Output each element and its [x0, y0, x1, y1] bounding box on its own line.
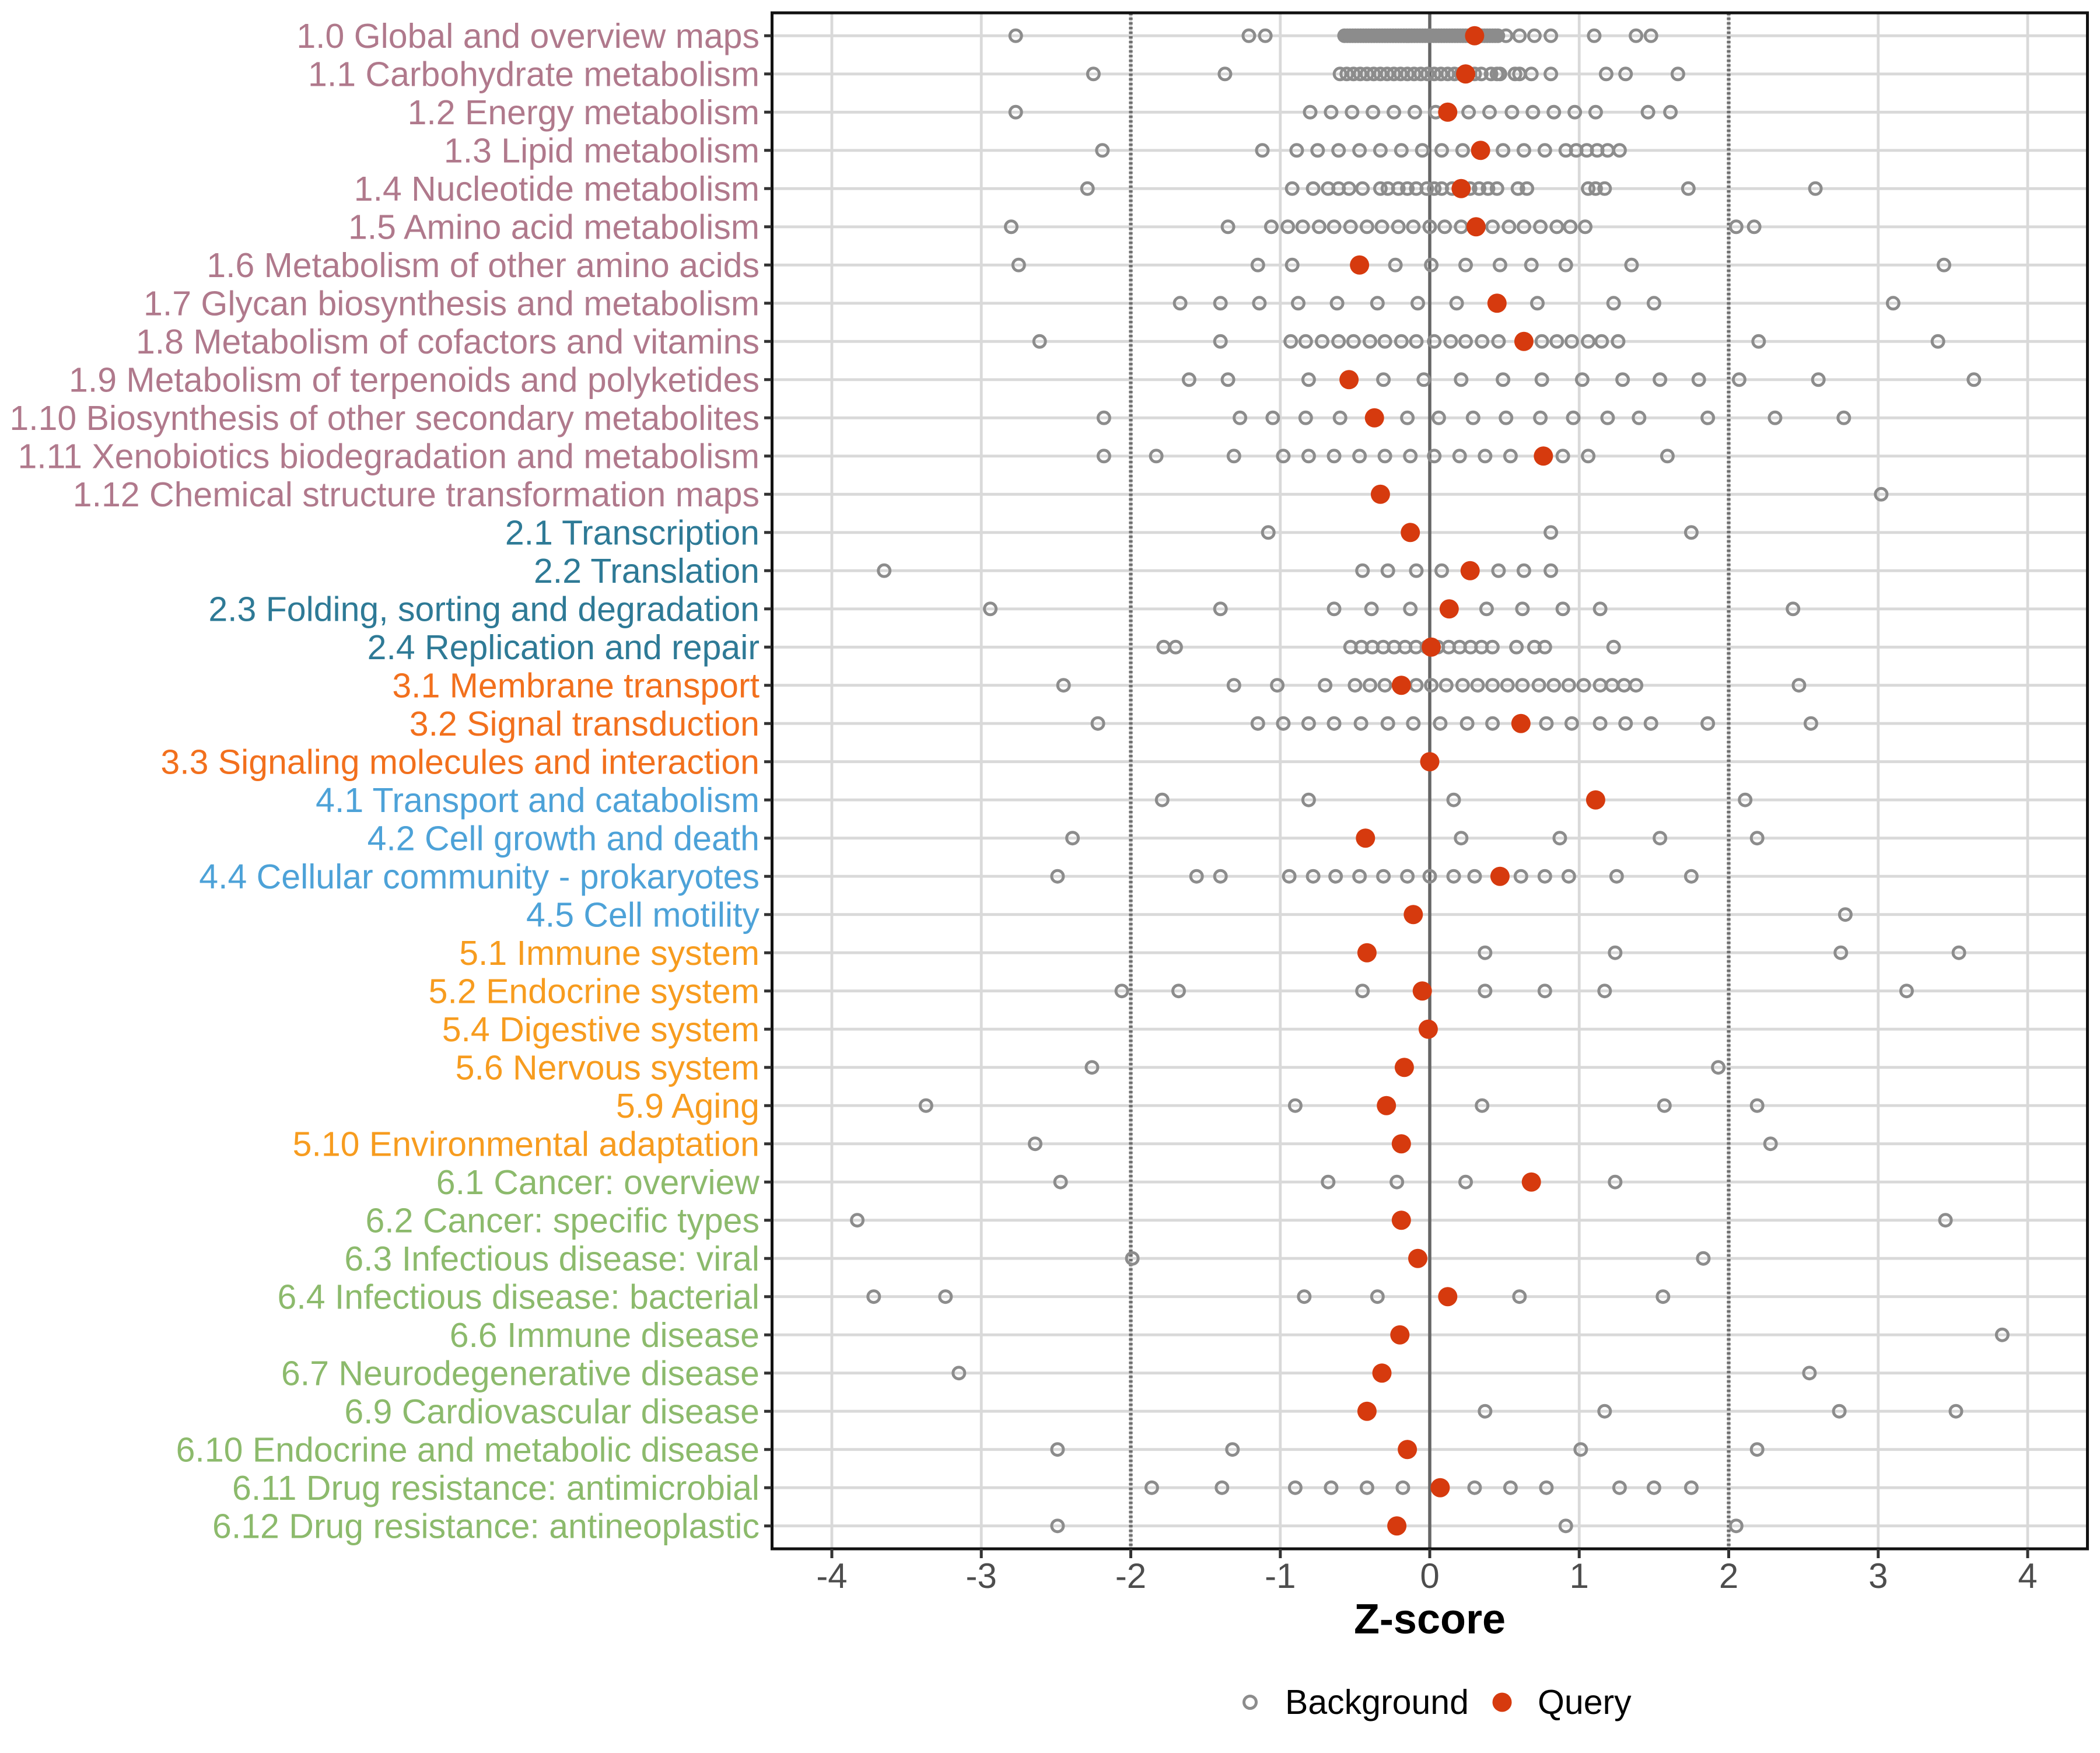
svg-text:1.6 Metabolism of other amino: 1.6 Metabolism of other amino acids: [206, 246, 760, 285]
svg-text:6.11 Drug resistance: antimicr: 6.11 Drug resistance: antimicrobial: [232, 1469, 760, 1507]
svg-text:4.1 Transport and catabolism: 4.1 Transport and catabolism: [316, 781, 760, 820]
svg-text:6.2 Cancer: specific types: 6.2 Cancer: specific types: [365, 1202, 760, 1240]
svg-text:2.4 Replication and repair: 2.4 Replication and repair: [368, 628, 760, 667]
svg-text:5.9 Aging: 5.9 Aging: [616, 1087, 760, 1125]
svg-text:2.1 Transcription: 2.1 Transcription: [505, 514, 760, 552]
svg-text:3.1 Membrane transport: 3.1 Membrane transport: [392, 667, 760, 705]
svg-text:-4: -4: [816, 1556, 847, 1595]
svg-text:0: 0: [1420, 1556, 1439, 1595]
svg-text:1.8 Metabolism of cofactors an: 1.8 Metabolism of cofactors and vitamins: [136, 323, 760, 361]
svg-text:1.7 Glycan biosynthesis and me: 1.7 Glycan biosynthesis and metabolism: [144, 285, 760, 323]
svg-text:6.1 Cancer: overview: 6.1 Cancer: overview: [436, 1163, 760, 1202]
svg-text:-2: -2: [1115, 1556, 1146, 1595]
svg-text:6.12 Drug resistance: antineop: 6.12 Drug resistance: antineoplastic: [212, 1507, 760, 1546]
svg-text:1.1 Carbohydrate metabolism: 1.1 Carbohydrate metabolism: [308, 55, 760, 94]
svg-text:2: 2: [1719, 1556, 1738, 1595]
svg-text:6.7 Neurodegenerative disease: 6.7 Neurodegenerative disease: [281, 1355, 760, 1393]
svg-text:6.10 Endocrine and metabolic d: 6.10 Endocrine and metabolic disease: [176, 1431, 760, 1469]
svg-text:4.2 Cell growth and death: 4.2 Cell growth and death: [368, 820, 760, 858]
svg-text:5.4 Digestive system: 5.4 Digestive system: [442, 1010, 760, 1049]
svg-text:1.2 Energy metabolism: 1.2 Energy metabolism: [408, 93, 760, 132]
svg-text:6.4 Infectious disease: bacter: 6.4 Infectious disease: bacterial: [278, 1278, 760, 1317]
svg-text:1.3 Lipid metabolism: 1.3 Lipid metabolism: [444, 132, 760, 170]
svg-text:-1: -1: [1265, 1556, 1296, 1595]
svg-text:1.10 Biosynthesis of other sec: 1.10 Biosynthesis of other secondary met…: [9, 399, 760, 438]
svg-text:6.3 Infectious disease: viral: 6.3 Infectious disease: viral: [344, 1240, 760, 1278]
svg-text:1.5 Amino acid metabolism: 1.5 Amino acid metabolism: [348, 208, 760, 247]
svg-text:2.3 Folding, sorting and degra: 2.3 Folding, sorting and degradation: [208, 590, 760, 629]
svg-text:Z-score: Z-score: [1354, 1596, 1506, 1643]
svg-text:6.9 Cardiovascular disease: 6.9 Cardiovascular disease: [344, 1392, 760, 1431]
svg-text:1: 1: [1570, 1556, 1589, 1595]
svg-text:5.10 Environmental adaptation: 5.10 Environmental adaptation: [293, 1125, 760, 1164]
svg-text:Query: Query: [1538, 1683, 1632, 1721]
svg-text:3.2 Signal transduction: 3.2 Signal transduction: [410, 705, 760, 743]
svg-text:6.6 Immune disease: 6.6 Immune disease: [450, 1316, 760, 1355]
svg-text:Background: Background: [1285, 1683, 1469, 1721]
svg-text:1.11 Xenobiotics biodegradatio: 1.11 Xenobiotics biodegradation and meta…: [18, 438, 760, 476]
svg-text:1.9 Metabolism of terpenoids a: 1.9 Metabolism of terpenoids and polyket…: [69, 361, 760, 400]
svg-text:1.0 Global and overview maps: 1.0 Global and overview maps: [296, 17, 760, 55]
svg-text:-3: -3: [966, 1556, 997, 1595]
svg-text:4.4 Cellular community - proka: 4.4 Cellular community - prokaryotes: [199, 858, 760, 896]
svg-text:3: 3: [1868, 1556, 1888, 1595]
svg-text:2.2 Translation: 2.2 Translation: [534, 552, 760, 590]
svg-text:5.1 Immune system: 5.1 Immune system: [459, 934, 760, 972]
svg-text:1.12 Chemical structure transf: 1.12 Chemical structure transformation m…: [73, 475, 760, 514]
svg-text:3.3 Signaling molecules and in: 3.3 Signaling molecules and interaction: [160, 743, 760, 782]
svg-text:4: 4: [2018, 1556, 2037, 1595]
svg-text:1.4 Nucleotide metabolism: 1.4 Nucleotide metabolism: [354, 170, 760, 208]
svg-text:5.6 Nervous system: 5.6 Nervous system: [456, 1049, 760, 1087]
svg-text:5.2 Endocrine system: 5.2 Endocrine system: [429, 972, 760, 1011]
svg-text:4.5 Cell motility: 4.5 Cell motility: [526, 896, 760, 935]
